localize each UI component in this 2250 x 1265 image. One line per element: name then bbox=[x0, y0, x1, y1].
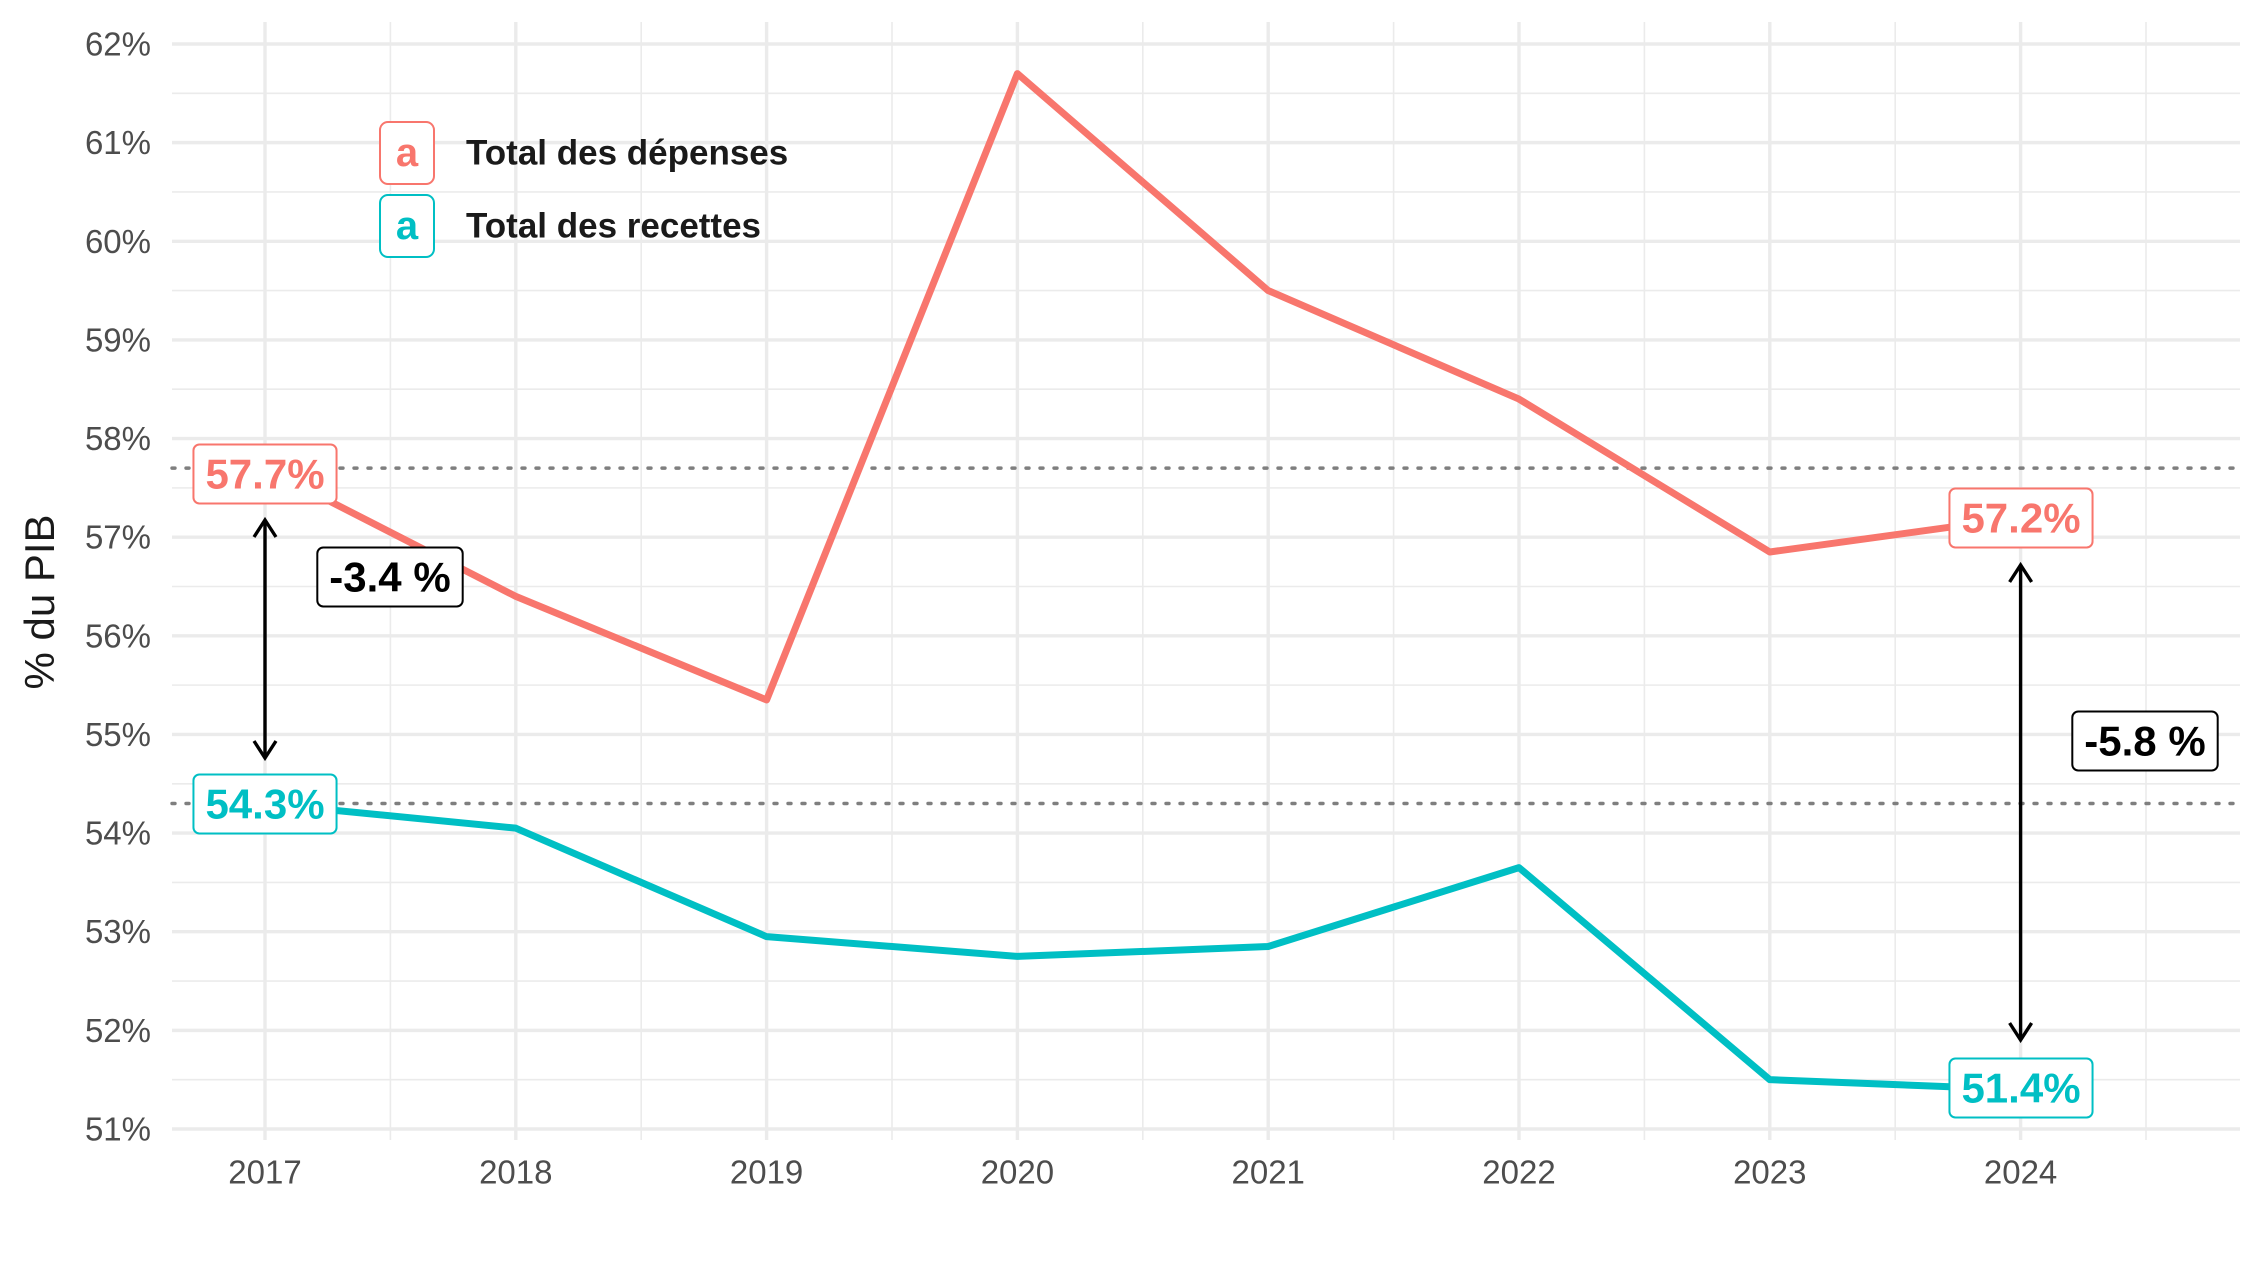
legend-label: Total des dépenses bbox=[466, 134, 788, 173]
y-tick-label: 55% bbox=[85, 716, 151, 753]
x-tick-label: 2024 bbox=[1984, 1154, 2057, 1191]
y-tick-label: 62% bbox=[85, 26, 151, 63]
legend-key bbox=[379, 121, 435, 185]
difference-label-text: -5.8 % bbox=[2084, 718, 2205, 765]
series-line-0 bbox=[263, 70, 2022, 704]
value-label-text: 54.3% bbox=[205, 781, 324, 828]
legend-item: a Total des dépenses bbox=[379, 121, 788, 185]
difference-label-box bbox=[2071, 710, 2219, 772]
value-label-box bbox=[192, 773, 338, 835]
y-tick-label: 54% bbox=[85, 815, 151, 852]
difference-label-text: -3.4 % bbox=[329, 554, 450, 601]
difference-label: -5.8 % bbox=[2071, 710, 2219, 772]
x-axis-ticks: 2017 2018 2019 2020 2021 2022 2023 2024 bbox=[228, 1154, 2057, 1191]
arrow-head-down bbox=[252, 740, 278, 762]
x-tick-label: 2021 bbox=[1231, 1154, 1304, 1191]
legend-key bbox=[379, 194, 435, 258]
value-label-box bbox=[192, 443, 338, 505]
x-tick-label: 2018 bbox=[479, 1154, 552, 1191]
value-label: 57.7% bbox=[192, 443, 338, 505]
x-tick-label: 2017 bbox=[228, 1154, 301, 1191]
y-tick-label: 58% bbox=[85, 420, 151, 457]
x-tick-label: 2022 bbox=[1482, 1154, 1555, 1191]
value-label-box bbox=[1948, 1057, 2094, 1119]
legend-item: a Total des recettes bbox=[379, 194, 761, 258]
y-tick-label: 56% bbox=[85, 617, 151, 654]
y-tick-label: 51% bbox=[85, 1111, 151, 1148]
y-axis-ticks: 51% 52% 53% 54% 55% 56% 57% 58% 59% 60% 61% 62% bbox=[85, 26, 151, 1148]
series-line-1 bbox=[264, 800, 2021, 1094]
arrow-head-up bbox=[2008, 561, 2034, 583]
legend-key-glyph: a bbox=[396, 204, 419, 248]
value-labels: 57.7% 54.3% 57.2% 51.4% -3.4 % -5.8 % bbox=[192, 443, 2219, 1119]
value-label-text: 57.2% bbox=[1961, 495, 2080, 542]
reference-lines bbox=[170, 466, 2242, 806]
y-tick-label: 60% bbox=[85, 223, 151, 260]
value-label-text: 51.4% bbox=[1961, 1065, 2080, 1112]
value-label: 51.4% bbox=[1948, 1057, 2094, 1119]
series-lines bbox=[263, 70, 2022, 1094]
y-tick-label: 57% bbox=[85, 519, 151, 556]
y-tick-label: 59% bbox=[85, 321, 151, 358]
y-tick-label: 53% bbox=[85, 913, 151, 950]
y-axis-label: % du PIB bbox=[16, 514, 63, 689]
legend-key-glyph: a bbox=[396, 131, 419, 175]
x-tick-label: 2020 bbox=[981, 1154, 1054, 1191]
value-label-text: 57.7% bbox=[205, 451, 324, 498]
difference-label: -3.4 % bbox=[316, 546, 464, 608]
y-tick-label: 61% bbox=[85, 124, 151, 161]
difference-arrows bbox=[252, 516, 2034, 1044]
value-label-box bbox=[1948, 487, 2094, 549]
value-label: 57.2% bbox=[1948, 487, 2094, 549]
legend: a Total des dépenses a Total des recettes bbox=[379, 121, 788, 258]
arrow-head-down bbox=[2008, 1022, 2034, 1044]
x-tick-label: 2019 bbox=[730, 1154, 803, 1191]
value-label: 54.3% bbox=[192, 773, 338, 835]
y-tick-label: 52% bbox=[85, 1012, 151, 1049]
x-tick-label: 2023 bbox=[1733, 1154, 1806, 1191]
arrow-head-up bbox=[252, 516, 278, 538]
difference-label-box bbox=[316, 546, 464, 608]
legend-label: Total des recettes bbox=[466, 207, 761, 246]
